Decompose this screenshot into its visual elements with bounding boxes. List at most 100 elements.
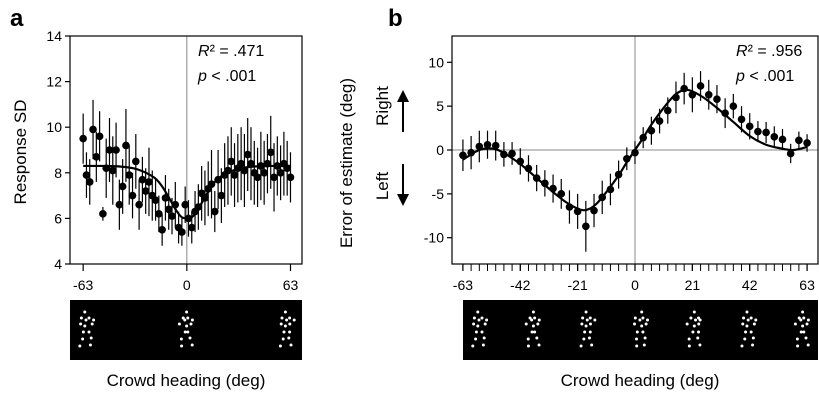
b-data-point [754, 127, 762, 136]
b-walker-dot [588, 322, 592, 326]
b-walker-figure [793, 310, 810, 348]
a-xtick-label: 0 [183, 277, 191, 293]
panel-a-stimulus-strip [70, 300, 302, 360]
b-walker-dot [474, 337, 478, 341]
b-walker-dot [745, 310, 749, 314]
b-walker-dot [640, 324, 644, 328]
panel-a-p: p < .001 [197, 68, 256, 85]
b-walker-dot [641, 316, 645, 320]
panel-b-left-label: Left [373, 172, 392, 201]
a-data-point [214, 175, 222, 184]
a-walker-dot [185, 310, 189, 314]
a-data-point [217, 191, 226, 200]
a-walker-dot [189, 322, 193, 326]
b-walker-dot [749, 330, 753, 334]
b-walker-dot [635, 344, 639, 348]
b-walker-dot [477, 318, 481, 322]
b-walker-dot [689, 316, 693, 320]
a-walker-dot [183, 318, 187, 322]
a-walker-dot [188, 336, 192, 340]
b-walker-dot [801, 310, 805, 314]
b-walker-dot [472, 322, 476, 326]
b-walker-dot [643, 336, 647, 340]
a-walker-dot [186, 330, 190, 334]
a-walker-dot [177, 322, 181, 326]
b-walker-dot [531, 324, 535, 328]
b-walker-dot [480, 330, 484, 334]
a-xtick-label: -63 [73, 277, 93, 293]
a-walker-figure [278, 310, 296, 348]
a-data-point [230, 171, 239, 179]
a-walker-dot [78, 344, 82, 348]
panel-b-r2: R² = .956 [736, 43, 802, 60]
a-walker-dot [89, 336, 93, 340]
b-walker-dot [805, 322, 809, 326]
b-walker-dot [752, 322, 756, 326]
a-ytick-label: 14 [46, 28, 62, 44]
b-walker-dot [528, 316, 532, 320]
panel-a-letter: a [10, 5, 24, 32]
b-walker-dot [692, 324, 696, 328]
a-walker-dot [181, 316, 185, 320]
a-data-point [171, 200, 180, 209]
b-walker-dot [585, 318, 589, 322]
a-walker-dot [280, 316, 284, 320]
b-data-point [557, 190, 566, 198]
b-walker-dot [799, 330, 803, 334]
a-walker-dot [282, 330, 286, 334]
b-walker-dot [742, 316, 746, 320]
b-data-point [737, 115, 746, 124]
b-walker-dot [593, 318, 597, 322]
b-walker-dot [526, 344, 530, 348]
a-walker-dot [283, 324, 287, 328]
a-data-point [138, 175, 147, 184]
b-walker-dot [588, 316, 592, 320]
b-walker-dot [533, 330, 537, 334]
b-data-point [500, 150, 508, 159]
a-data-point [237, 159, 245, 168]
b-xtick-label: -21 [568, 277, 588, 293]
a-data-point [286, 173, 295, 182]
a-walker-dot [180, 344, 184, 348]
b-walker-dot [806, 343, 810, 347]
b-data-point [770, 133, 779, 141]
b-walker-dot [530, 318, 534, 322]
a-walker-dot [90, 322, 94, 326]
a-ytick-label: 10 [46, 119, 62, 135]
a-walker-dot [183, 330, 187, 334]
b-walker-dot [741, 322, 745, 326]
b-walker-dot [642, 343, 646, 347]
b-walker-figure [685, 310, 702, 348]
a-data-point [263, 159, 272, 168]
b-walker-dot [641, 330, 645, 334]
b-ytick-label: 10 [428, 54, 444, 70]
b-xtick-label: -63 [453, 277, 473, 293]
a-walker-dot [179, 337, 183, 341]
a-data-point [128, 191, 137, 200]
b-walker-dot [694, 318, 698, 322]
a-walker-dot [289, 343, 293, 347]
b-walker-dot [793, 322, 797, 326]
b-data-point [745, 122, 754, 131]
b-walker-dot [481, 343, 485, 347]
a-data-point [181, 200, 189, 209]
b-walker-dot [751, 336, 755, 340]
b-data-point [598, 193, 607, 202]
a-data-point [151, 196, 160, 204]
b-data-point [483, 140, 492, 149]
b-walker-dot [685, 322, 689, 326]
b-data-point [459, 151, 467, 160]
b-data-point [721, 109, 729, 117]
b-walker-dot [687, 344, 691, 348]
panel-b-right-arrow [397, 90, 409, 132]
a-walker-figure [78, 310, 96, 348]
a-data-point [115, 200, 124, 209]
b-walker-dot [587, 336, 591, 340]
a-data-point [99, 210, 107, 218]
a-data-point [240, 166, 249, 175]
panel-b-frame [451, 35, 819, 265]
a-walker-dot [84, 318, 88, 322]
a-data-point [118, 182, 127, 191]
a-data-point [253, 173, 262, 182]
